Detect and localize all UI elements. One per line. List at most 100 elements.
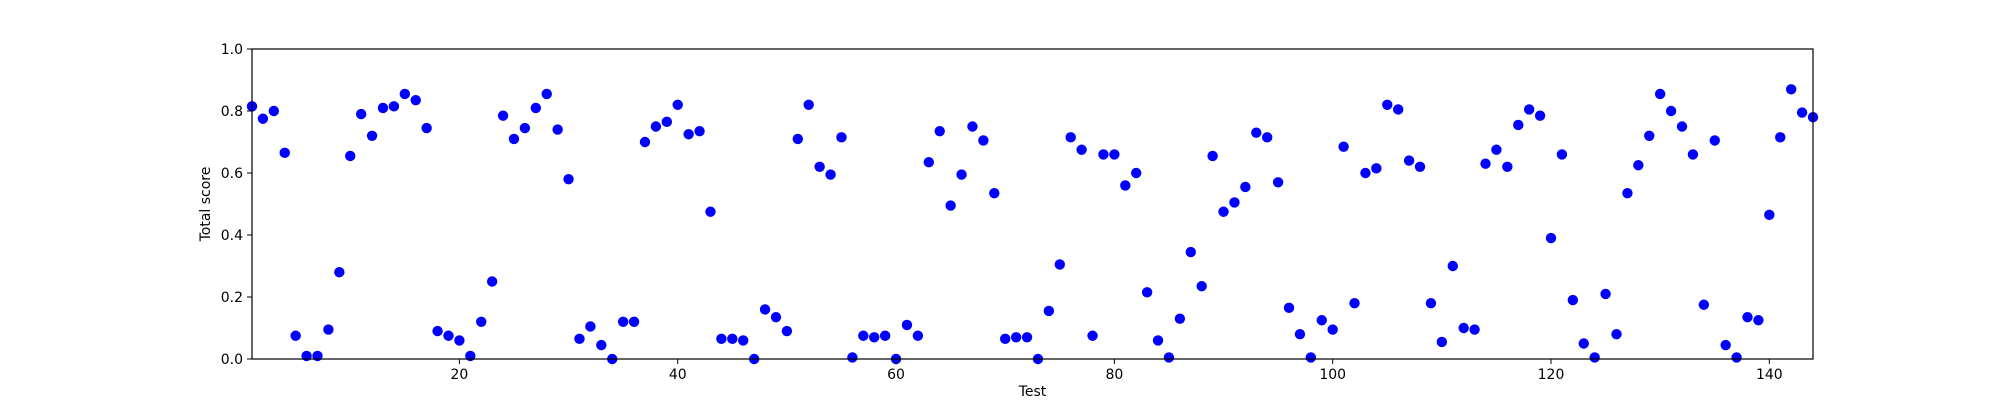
data-point: [934, 125, 945, 137]
data-point: [552, 124, 563, 135]
data-point: [1545, 232, 1557, 244]
data-point: [1502, 161, 1513, 172]
x-tick-label: 120: [1538, 367, 1565, 383]
x-axis-label: Test: [1018, 384, 1047, 400]
data-point: [792, 133, 803, 145]
data-point: [1087, 330, 1098, 341]
data-point: [683, 129, 694, 140]
data-point: [1403, 155, 1415, 166]
data-point: [1633, 160, 1644, 171]
data-point: [1589, 352, 1600, 363]
data-point: [617, 316, 629, 327]
data-point: [716, 333, 727, 345]
data-point: [869, 332, 880, 343]
data-point: [1491, 144, 1502, 155]
data-point: [1305, 352, 1317, 363]
data-point: [901, 319, 913, 331]
data-point: [694, 125, 705, 137]
data-point: [1163, 352, 1175, 363]
data-point: [1720, 339, 1731, 351]
data-point: [1425, 298, 1437, 309]
data-point: [1513, 119, 1524, 131]
data-point: [650, 121, 662, 132]
data-point: [1600, 288, 1611, 300]
data-point: [1644, 130, 1655, 141]
data-point: [1480, 158, 1491, 169]
data-point: [1458, 322, 1469, 334]
y-tick-label: 0.6: [221, 166, 243, 182]
data-point: [1414, 161, 1426, 172]
data-point: [345, 150, 356, 162]
data-point: [1698, 299, 1710, 310]
data-point: [585, 321, 596, 332]
data-point: [1316, 315, 1327, 326]
data-point: [1021, 332, 1033, 343]
data-point: [1294, 329, 1306, 340]
data-point: [978, 135, 989, 146]
x-tick-label: 140: [1756, 367, 1783, 383]
data-point: [956, 169, 967, 180]
data-point: [1382, 99, 1393, 111]
data-point: [399, 88, 411, 100]
data-point: [1207, 150, 1218, 162]
x-tick-label: 20: [450, 367, 468, 383]
data-point: [443, 330, 454, 341]
data-point: [879, 330, 891, 341]
data-point: [421, 122, 432, 134]
data-point: [661, 116, 673, 128]
data-point: [1753, 315, 1764, 326]
y-tick-label: 0.8: [221, 104, 243, 120]
data-point: [1185, 246, 1196, 258]
data-point: [1709, 135, 1720, 146]
data-point: [1240, 181, 1251, 193]
data-point: [596, 339, 607, 351]
data-point: [858, 330, 869, 341]
data-point: [770, 311, 782, 323]
data-point: [1469, 324, 1480, 335]
data-point: [1196, 280, 1207, 292]
data-point: [323, 324, 334, 335]
y-tick-label: 0.2: [221, 290, 243, 306]
data-point: [1578, 338, 1589, 349]
data-points: [246, 84, 1819, 365]
data-point: [1229, 197, 1240, 208]
data-point: [1109, 149, 1120, 160]
data-point: [1338, 141, 1349, 152]
data-point: [279, 147, 290, 159]
data-point: [1272, 177, 1284, 188]
data-point: [945, 200, 956, 211]
data-point: [366, 130, 378, 141]
data-point: [1010, 332, 1022, 343]
data-point: [257, 113, 269, 124]
x-tick-label: 80: [1105, 367, 1123, 383]
data-point: [923, 156, 934, 168]
data-point: [912, 330, 924, 341]
data-point: [967, 121, 978, 132]
data-point: [1556, 149, 1568, 160]
data-point: [1349, 298, 1360, 309]
data-point: [1262, 132, 1273, 143]
data-point: [1523, 104, 1535, 115]
data-point: [814, 161, 825, 172]
data-point: [1534, 110, 1546, 121]
data-point: [508, 133, 520, 145]
data-point: [1174, 313, 1186, 324]
data-point: [738, 335, 749, 346]
data-point: [541, 88, 552, 100]
data-point: [355, 108, 367, 120]
data-point: [1654, 88, 1666, 100]
data-point: [454, 335, 465, 346]
plot-frame: [251, 48, 1814, 360]
data-point: [759, 304, 771, 315]
data-point: [334, 267, 345, 278]
y-tick-label: 0.0: [221, 352, 243, 368]
data-point: [486, 276, 498, 287]
data-point: [519, 122, 531, 134]
data-point: [1131, 167, 1142, 179]
data-point: [1141, 287, 1153, 298]
data-point: [1775, 132, 1786, 143]
data-point: [1327, 324, 1338, 335]
data-point: [1076, 144, 1087, 155]
x-tick-label: 100: [1319, 367, 1346, 383]
